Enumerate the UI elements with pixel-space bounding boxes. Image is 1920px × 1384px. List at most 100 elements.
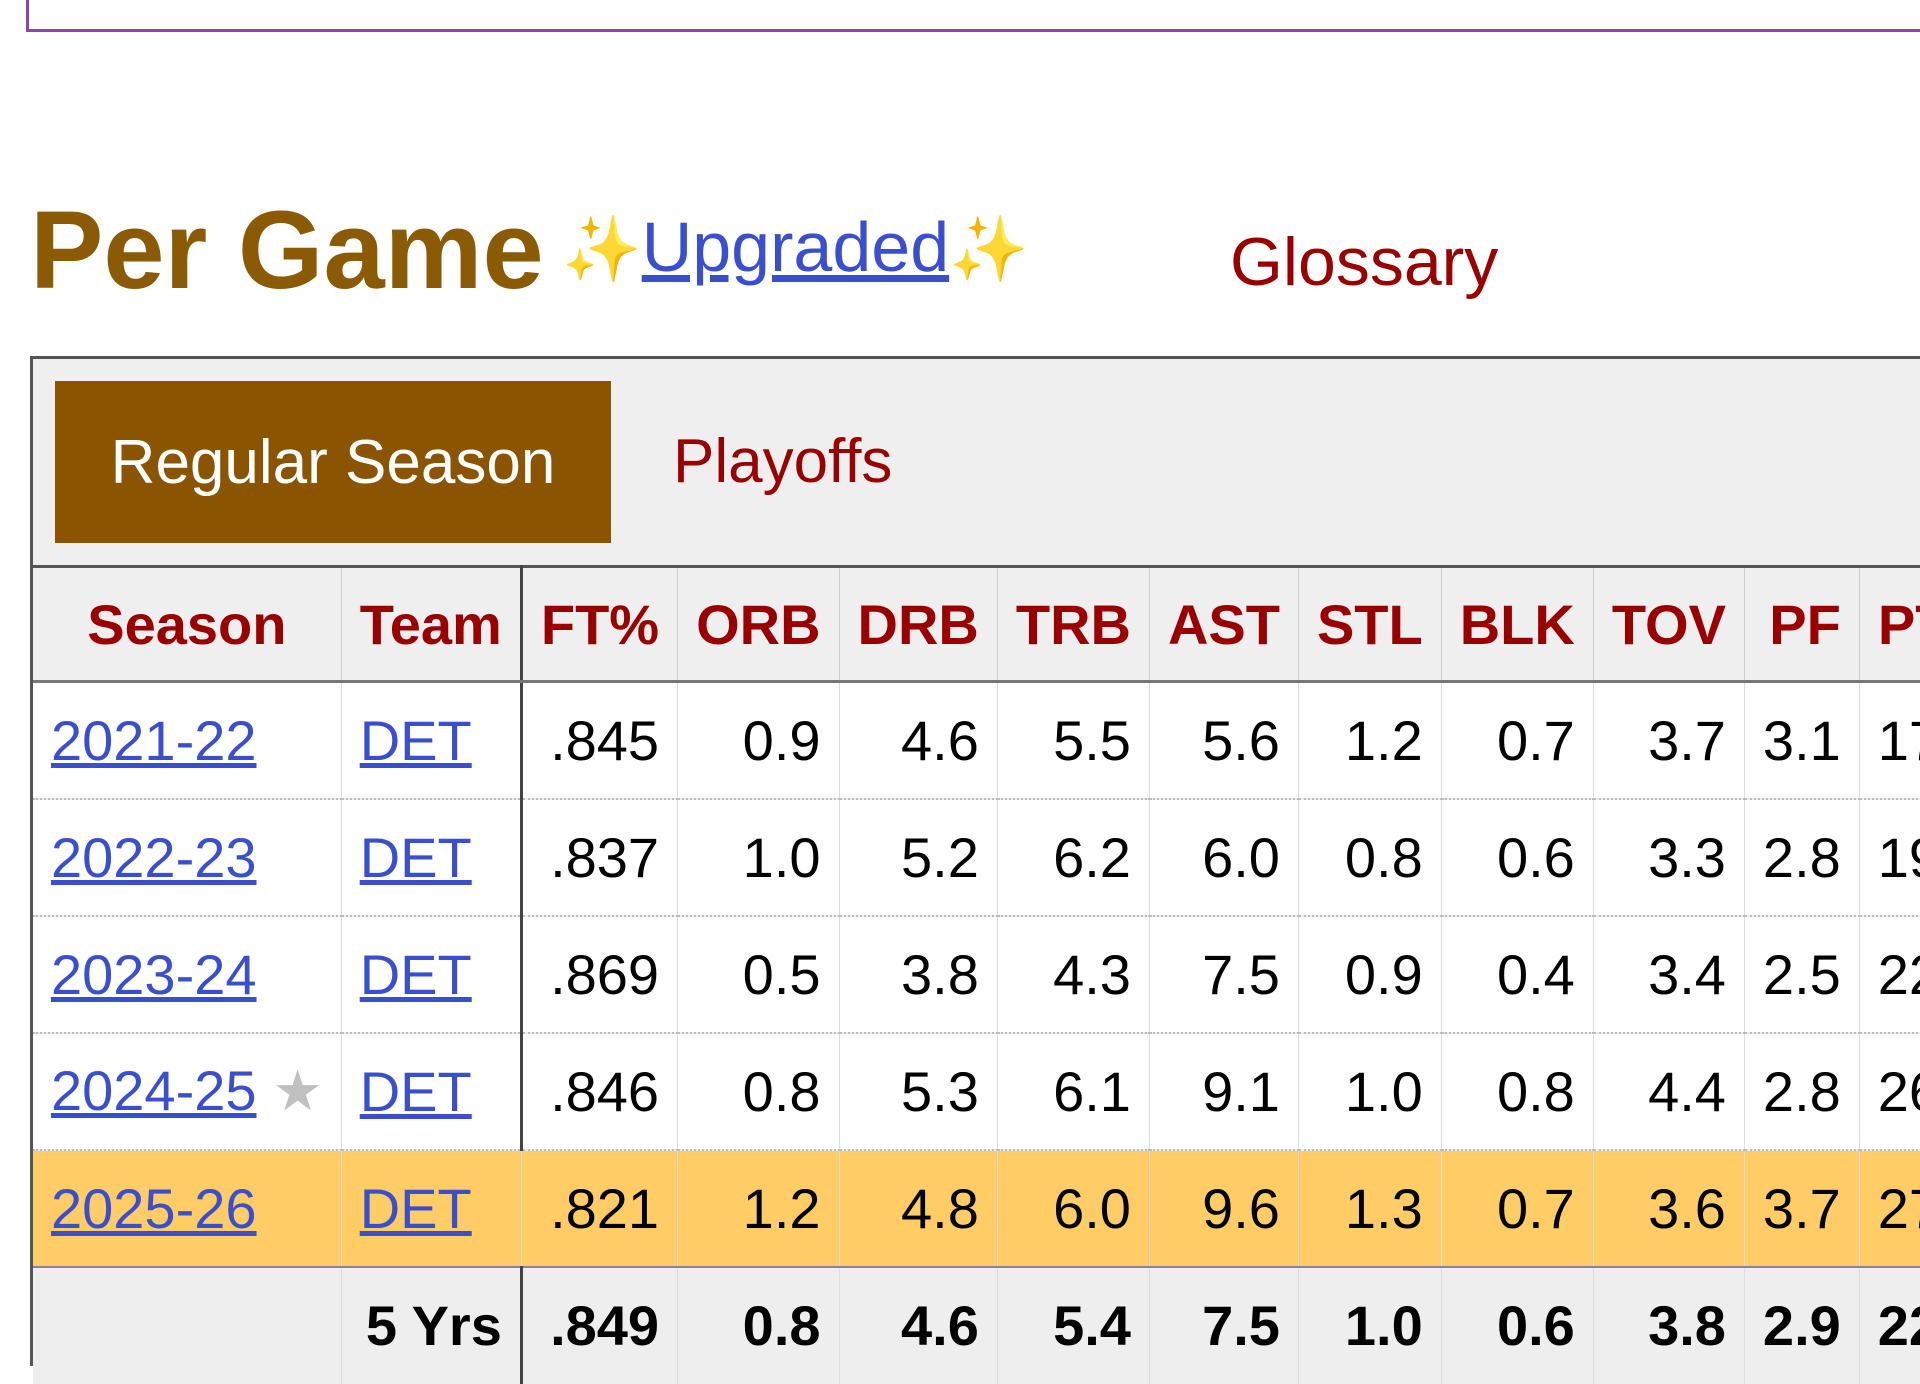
ft-pct-cell: .845 xyxy=(521,681,679,800)
trb-cell: 6.1 xyxy=(997,1032,1150,1151)
pts-cell: 19.9 xyxy=(1859,798,1920,917)
orb-cell: 0.9 xyxy=(677,681,840,800)
blk-cell: 0.7 xyxy=(1441,1149,1594,1268)
orb-cell: 0.8 xyxy=(677,1266,840,1384)
tov-cell: 3.3 xyxy=(1593,798,1745,917)
column-header-ast[interactable]: AST xyxy=(1149,565,1299,683)
career-totals-row: 5 Yrs .849 0.8 4.6 5.4 7.5 1.0 0.6 3.8 2… xyxy=(33,1266,1920,1384)
pf-cell: 3.1 xyxy=(1744,681,1860,800)
drb-cell: 4.6 xyxy=(839,681,998,800)
sparkle-icon: ✨ xyxy=(562,213,642,285)
pf-cell: 2.5 xyxy=(1744,915,1860,1034)
season-cell xyxy=(33,1266,342,1384)
drb-cell: 5.3 xyxy=(839,1032,998,1151)
drb-cell: 3.8 xyxy=(839,915,998,1034)
table-row: 2022-23 DET .837 1.0 5.2 6.2 6.0 0.8 0.6… xyxy=(33,798,1920,917)
tab-regular-season[interactable]: Regular Season xyxy=(55,381,611,543)
stl-cell: 1.0 xyxy=(1298,1266,1442,1384)
team-cell: DET xyxy=(341,1149,522,1268)
season-link[interactable]: 2022-23 xyxy=(51,825,257,889)
orb-cell: 1.2 xyxy=(677,1149,840,1268)
drb-cell: 4.6 xyxy=(839,1266,998,1384)
season-link[interactable]: 2023-24 xyxy=(51,942,257,1006)
team-link[interactable]: DET xyxy=(359,708,472,772)
upgraded-link-group[interactable]: ✨Upgraded✨ xyxy=(562,212,1029,282)
season-cell: 2022-23 xyxy=(33,798,342,917)
team-cell: DET xyxy=(341,798,523,917)
pf-cell: 2.8 xyxy=(1744,798,1860,917)
orb-cell: 0.8 xyxy=(677,1032,840,1151)
trb-cell: 6.0 xyxy=(997,1149,1150,1268)
drb-cell: 4.8 xyxy=(839,1149,998,1268)
column-header-season[interactable]: Season xyxy=(33,565,342,683)
team-cell: DET xyxy=(341,681,523,800)
tov-cell: 3.7 xyxy=(1593,681,1745,800)
tov-cell: 4.4 xyxy=(1593,1032,1745,1151)
ft-pct-cell: .846 xyxy=(521,1032,679,1151)
stl-cell: 0.9 xyxy=(1298,915,1442,1034)
ft-pct-cell: .837 xyxy=(521,798,679,917)
trb-cell: 4.3 xyxy=(997,915,1150,1034)
blk-cell: 0.7 xyxy=(1441,681,1594,800)
pts-cell: 22.4 xyxy=(1859,1266,1920,1384)
stl-cell: 0.8 xyxy=(1298,798,1442,917)
column-header-drb[interactable]: DRB xyxy=(839,565,998,683)
season-cell: 2025-26 xyxy=(33,1149,342,1268)
team-link[interactable]: DET xyxy=(359,825,472,889)
season-link[interactable]: 2021-22 xyxy=(51,708,257,772)
tov-cell: 3.6 xyxy=(1593,1149,1745,1268)
team-link[interactable]: DET xyxy=(359,942,472,1006)
glossary-link[interactable]: Glossary xyxy=(1230,224,1499,300)
table-row: 2021-22 DET .845 0.9 4.6 5.5 5.6 1.2 0.7… xyxy=(33,681,1920,800)
column-header-trb[interactable]: TRB xyxy=(997,565,1150,683)
season-link[interactable]: 2025-26 xyxy=(51,1176,257,1240)
ast-cell: 7.5 xyxy=(1149,1266,1299,1384)
column-header-team[interactable]: Team xyxy=(341,565,523,683)
orb-cell: 0.5 xyxy=(677,915,840,1034)
tov-cell: 3.4 xyxy=(1593,915,1745,1034)
pts-cell: 27.1 xyxy=(1859,1149,1920,1268)
stl-cell: 1.3 xyxy=(1298,1149,1442,1268)
table-row-current-season: 2025-26 DET .821 1.2 4.8 6.0 9.6 1.3 0.7… xyxy=(33,1149,1920,1268)
ast-cell: 9.1 xyxy=(1149,1032,1299,1151)
ast-cell: 7.5 xyxy=(1149,915,1299,1034)
section-title: Per Game xyxy=(30,189,544,312)
per-game-table: Season Team FT% ORB DRB TRB AST STL BLK … xyxy=(33,565,1920,1384)
upgraded-link[interactable]: Upgraded xyxy=(641,208,950,286)
ast-cell: 9.6 xyxy=(1149,1149,1299,1268)
column-header-pf[interactable]: PF xyxy=(1744,565,1860,683)
all-star-star-icon: ★ xyxy=(272,1059,323,1122)
stl-cell: 1.2 xyxy=(1298,681,1442,800)
column-header-orb[interactable]: ORB xyxy=(677,565,840,683)
column-header-ft-pct[interactable]: FT% xyxy=(521,565,679,683)
season-cell: 2021-22 xyxy=(33,681,342,800)
orb-cell: 1.0 xyxy=(677,798,840,917)
trb-cell: 5.4 xyxy=(997,1266,1150,1384)
tab-playoffs[interactable]: Playoffs xyxy=(673,427,893,496)
column-header-stl[interactable]: STL xyxy=(1298,565,1442,683)
blk-cell: 0.8 xyxy=(1441,1032,1594,1151)
pf-cell: 3.7 xyxy=(1744,1149,1860,1268)
column-header-pts[interactable]: PTS xyxy=(1859,565,1920,683)
previous-section-frame xyxy=(26,0,1920,32)
team-cell: DET xyxy=(341,915,523,1034)
team-link[interactable]: DET xyxy=(359,1176,472,1240)
ft-pct-cell: .869 xyxy=(521,915,679,1034)
team-link[interactable]: DET xyxy=(359,1059,472,1123)
ast-cell: 6.0 xyxy=(1149,798,1299,917)
ft-pct-cell: .821 xyxy=(521,1149,679,1268)
trb-cell: 5.5 xyxy=(997,681,1150,800)
totals-label: 5 Yrs xyxy=(341,1266,523,1384)
stl-cell: 1.0 xyxy=(1298,1032,1442,1151)
column-header-tov[interactable]: TOV xyxy=(1593,565,1745,683)
pts-cell: 22.7 xyxy=(1859,915,1920,1034)
pts-cell: 26.1 xyxy=(1859,1032,1920,1151)
season-cell: 2023-24 xyxy=(33,915,342,1034)
table-row: 2024-25 ★ DET .846 0.8 5.3 6.1 9.1 1.0 0.… xyxy=(33,1032,1920,1151)
blk-cell: 0.6 xyxy=(1441,1266,1594,1384)
blk-cell: 0.6 xyxy=(1441,798,1594,917)
ft-pct-cell: .849 xyxy=(521,1266,679,1384)
column-header-blk[interactable]: BLK xyxy=(1441,565,1594,683)
season-link[interactable]: 2024-25 xyxy=(51,1059,257,1122)
table-row: 2023-24 DET .869 0.5 3.8 4.3 7.5 0.9 0.4… xyxy=(33,915,1920,1034)
